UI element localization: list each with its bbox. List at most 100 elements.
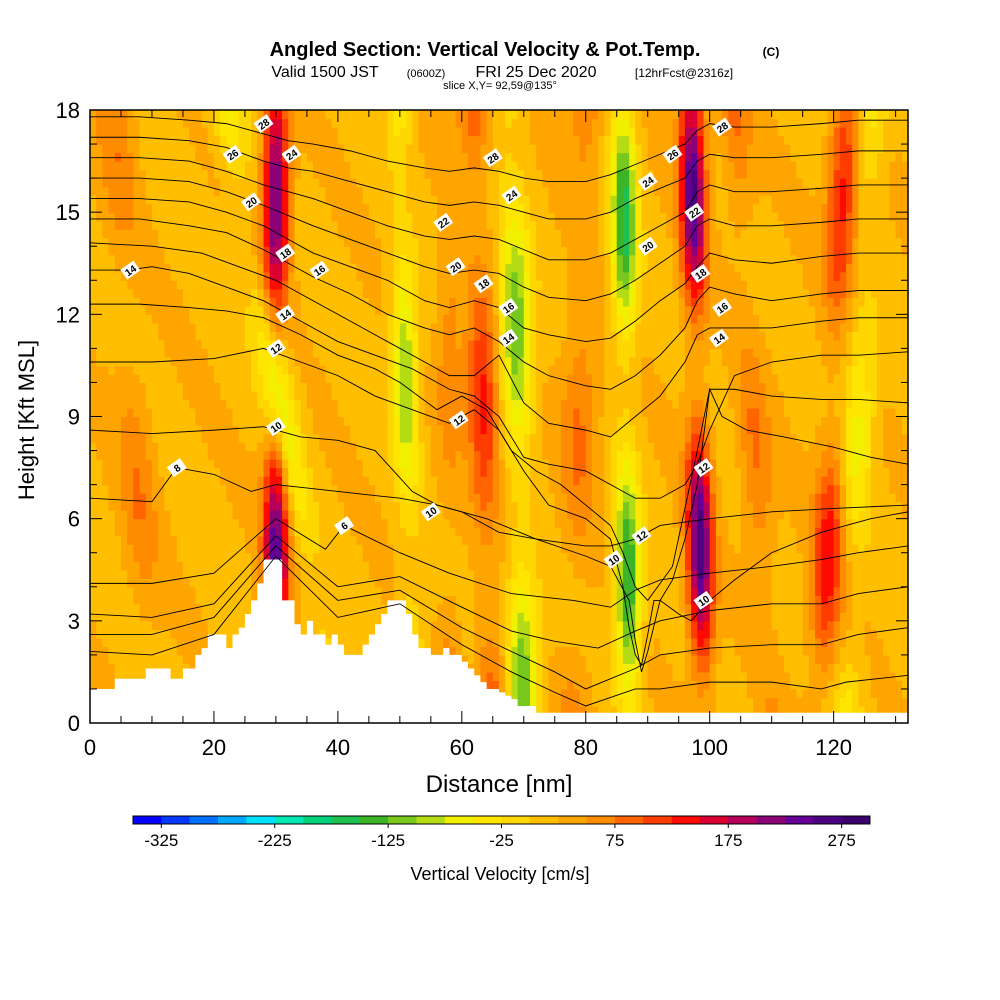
velocity-cell [96,484,103,494]
velocity-cell [746,510,754,520]
velocity-cell [127,552,134,562]
velocity-cell [697,510,705,520]
velocity-cell [120,527,128,537]
velocity-cell [449,578,457,588]
velocity-cell [393,501,401,511]
velocity-cell [406,501,413,511]
velocity-cell [331,561,339,571]
chart-subtitle: Valid 1500 JST (0600Z) FRI 25 Dec 2020 [… [271,64,733,81]
velocity-cell [263,459,271,469]
velocity-cell [759,680,767,690]
velocity-cell [418,586,426,596]
velocity-cell [356,535,364,545]
velocity-cell [678,569,686,579]
velocity-cell [734,425,742,435]
velocity-cell [883,629,891,639]
velocity-cell [591,561,599,571]
velocity-cell [784,544,791,554]
velocity-cell [164,603,172,613]
velocity-cell [486,535,494,545]
velocity-cell [815,561,822,571]
velocity-cell [399,467,407,477]
velocity-cell [90,544,97,554]
velocity-cell [443,476,451,486]
velocity-cell [895,518,903,528]
velocity-cell [629,603,636,613]
velocity-cell [753,637,760,647]
velocity-cell [529,620,537,630]
velocity-cell [170,407,178,418]
velocity-cell [480,603,488,613]
velocity-cell [759,535,767,545]
velocity-cell [610,535,618,545]
velocity-cell [734,697,742,707]
velocity-cell [653,442,661,452]
velocity-cell [511,595,519,605]
velocity-cell [201,612,209,622]
velocity-cell [709,697,717,707]
velocity-cell [170,425,178,435]
velocity-cell [660,510,667,520]
velocity-cell [697,535,705,545]
velocity-cell [703,705,711,716]
velocity-cell [294,484,302,494]
velocity-cell [151,407,159,418]
velocity-cell [759,518,767,528]
velocity-cell [139,569,147,579]
velocity-cell [139,501,147,511]
velocity-cell [375,510,382,520]
velocity-cell [703,535,711,545]
velocity-cell [573,586,581,596]
velocity-cell [616,433,624,443]
velocity-cell [697,612,705,622]
velocity-cell [511,416,519,426]
velocity-cell [269,501,277,511]
velocity-cell [560,578,568,588]
velocity-cell [480,663,488,673]
velocity-cell [325,569,333,579]
velocity-cell [350,595,358,605]
velocity-cell [883,425,891,435]
velocity-cell [895,433,903,443]
velocity-cell [108,637,116,647]
velocity-cell [585,561,593,571]
velocity-cell [598,612,605,622]
velocity-cell [759,510,767,520]
velocity-cell [331,535,339,545]
velocity-cell [170,637,178,647]
velocity-cell [765,595,773,605]
velocity-cell [164,578,172,588]
velocity-cell [344,586,351,596]
velocity-cell [560,552,568,562]
velocity-cell [505,629,512,639]
velocity-cell [753,501,760,511]
velocity-cell [120,450,128,460]
velocity-cell [901,620,908,630]
velocity-cell [610,476,618,486]
velocity-cell [610,637,618,647]
velocity-cell [901,654,908,664]
velocity-cell [238,399,246,409]
velocity-cell [443,484,451,494]
velocity-cell [486,612,494,622]
velocity-cell [96,399,103,409]
velocity-cell [294,442,302,452]
velocity-cell [821,620,829,630]
velocity-cell [591,407,599,418]
velocity-cell [536,697,543,707]
velocity-cell [313,544,320,554]
velocity-cell [858,407,866,418]
velocity-cell [195,637,203,647]
velocity-cell [802,433,810,443]
velocity-cell [220,595,227,605]
velocity-cell [356,586,364,596]
velocity-cell [777,425,785,435]
velocity-cell [684,697,692,707]
velocity-cell [672,510,680,520]
velocity-cell [548,399,556,409]
velocity-cell [319,603,327,613]
velocity-cell [207,459,215,469]
velocity-cell [176,518,184,528]
velocity-cell [796,612,804,622]
velocity-cell [399,544,407,554]
